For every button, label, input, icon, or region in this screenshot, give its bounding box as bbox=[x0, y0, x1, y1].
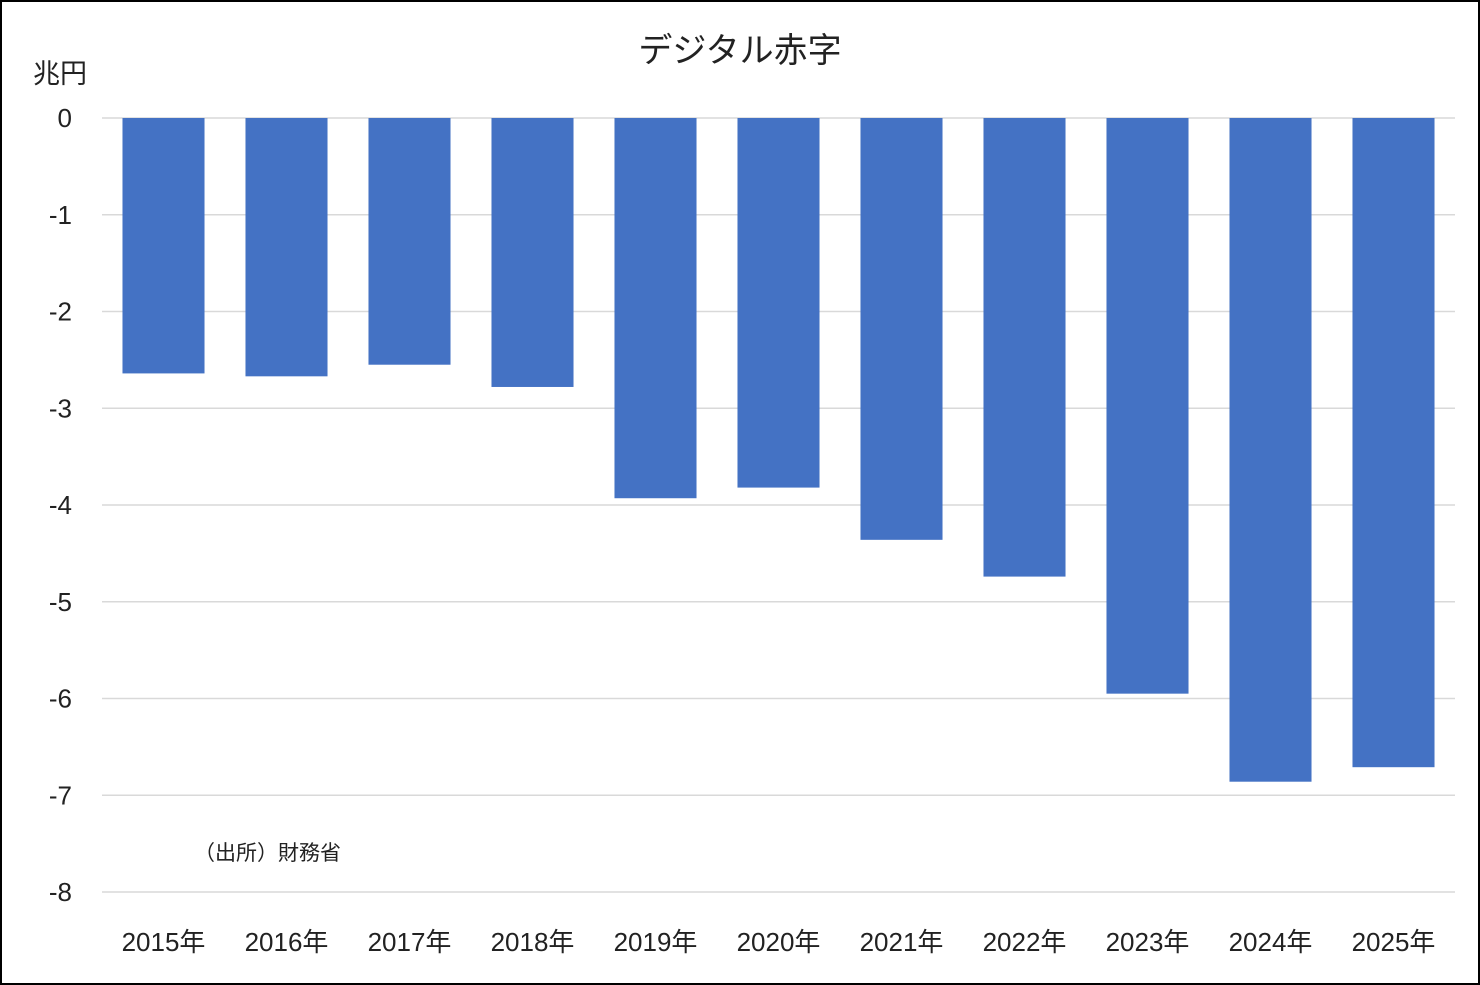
y-tick-label: -5 bbox=[49, 587, 72, 617]
x-tick-label: 2020年 bbox=[737, 927, 821, 957]
bars bbox=[122, 118, 1435, 782]
bar bbox=[860, 118, 943, 540]
x-tick-label: 2021年 bbox=[860, 927, 944, 957]
bar bbox=[368, 118, 451, 365]
y-tick-label: -3 bbox=[49, 393, 72, 423]
bar bbox=[983, 118, 1066, 577]
y-tick-label: -4 bbox=[49, 490, 72, 520]
x-tick-label: 2019年 bbox=[614, 927, 698, 957]
y-axis-label: 兆円 bbox=[33, 59, 87, 89]
bar bbox=[1352, 118, 1435, 768]
bar bbox=[1106, 118, 1189, 694]
x-tick-label: 2016年 bbox=[245, 927, 329, 957]
bar bbox=[1229, 118, 1312, 782]
chart-title: デジタル赤字 bbox=[638, 32, 841, 70]
source-note: （出所）財務省 bbox=[194, 842, 341, 865]
bar bbox=[245, 118, 328, 377]
x-tick-label: 2022年 bbox=[983, 927, 1067, 957]
bar bbox=[614, 118, 697, 499]
x-tick-label: 2015年 bbox=[122, 927, 206, 957]
y-axis-ticks: 0 -1 -2 -3 -4 -5 -6 -7 -8 bbox=[49, 103, 72, 907]
y-tick-label: 0 bbox=[58, 103, 72, 133]
bar bbox=[737, 118, 820, 488]
x-tick-label: 2024年 bbox=[1229, 927, 1313, 957]
y-tick-label: -6 bbox=[49, 684, 72, 714]
bar bbox=[122, 118, 205, 374]
y-tick-label: -7 bbox=[49, 780, 72, 810]
bar bbox=[491, 118, 574, 387]
x-axis-ticks: 2015年 2016年 2017年 2018年 2019年 2020年 2021年 2022年… bbox=[122, 927, 1436, 957]
y-tick-label: -8 bbox=[49, 877, 72, 907]
x-tick-label: 2025年 bbox=[1352, 927, 1436, 957]
y-tick-label: -2 bbox=[49, 297, 72, 327]
x-tick-label: 2018年 bbox=[491, 927, 575, 957]
x-tick-label: 2017年 bbox=[368, 927, 452, 957]
x-tick-label: 2023年 bbox=[1106, 927, 1190, 957]
y-tick-label: -1 bbox=[49, 200, 72, 230]
